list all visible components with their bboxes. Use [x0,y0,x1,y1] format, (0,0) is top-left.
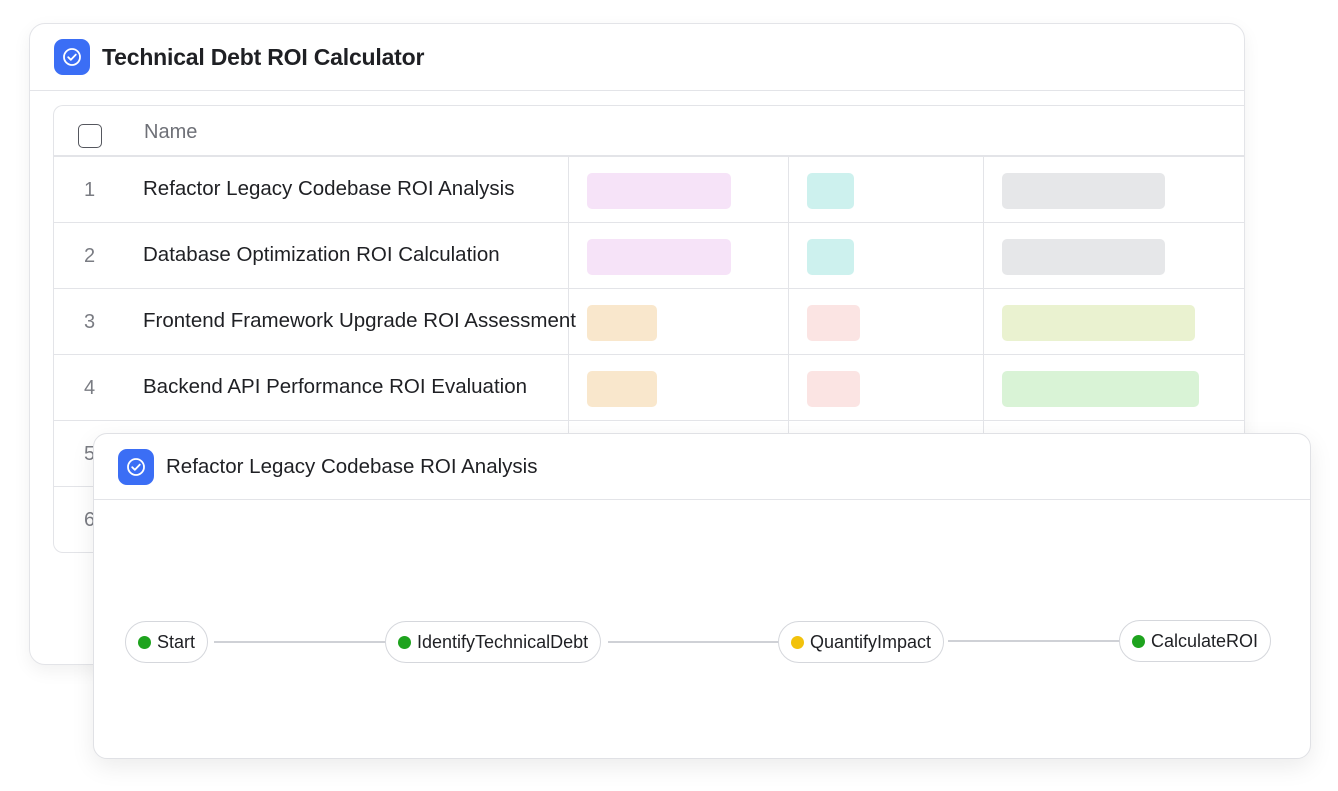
tag-pill[interactable] [587,173,731,209]
row-name[interactable]: Backend API Performance ROI Evaluation [143,375,528,398]
table-row[interactable]: 2 Database Optimization ROI Calculation [54,223,1244,289]
tag-pill[interactable] [587,371,657,407]
row-name[interactable]: Frontend Framework Upgrade ROI Assessmen… [143,309,576,332]
tag-pill[interactable] [1002,371,1199,407]
tag-pill[interactable] [807,305,860,341]
row-name[interactable]: Database Optimization ROI Calculation [143,243,500,266]
page-title: Technical Debt ROI Calculator [102,43,425,70]
table-row[interactable]: 1 Refactor Legacy Codebase ROI Analysis [54,157,1244,223]
workflow-node-quantify[interactable]: QuantifyImpact [778,621,945,663]
column-header-name[interactable]: Name [144,121,198,143]
table-row[interactable]: 4 Backend API Performance ROI Evaluation [54,355,1244,421]
row-number: 2 [84,245,96,267]
tag-pill[interactable] [1002,305,1195,341]
tag-pill[interactable] [807,371,860,407]
node-label: CalculateROI [1151,630,1259,651]
node-label: Start [157,631,196,652]
table-header: Name [54,106,1244,157]
check-circle-icon [54,39,90,75]
status-dot [138,635,151,649]
select-all-checkbox[interactable] [78,124,102,148]
tag-pill[interactable] [1002,239,1165,275]
status-dot [791,635,804,649]
tag-pill[interactable] [587,305,657,341]
node-label: QuantifyImpact [810,631,932,652]
workflow-graph: Start IdentifyTechnicalDebt QuantifyImpa… [94,500,1310,758]
table-row[interactable]: 6 [54,487,1244,552]
tag-pill[interactable] [1002,173,1165,209]
workflow-node-start[interactable]: Start [125,621,209,663]
workflow-node-calculate[interactable]: CalculateROI [1119,620,1272,662]
row-name[interactable]: Refactor Legacy Codebase ROI Analysis [143,177,515,200]
workflow-edge [214,641,386,643]
window-header: Technical Debt ROI Calculator [30,24,1244,91]
node-label: IdentifyTechnicalDebt [417,631,589,652]
row-number: 6 [84,509,96,531]
row-number: 3 [84,311,96,333]
panel-header: Refactor Legacy Codebase ROI Analysis [94,434,1310,500]
panel-title: Refactor Legacy Codebase ROI Analysis [166,454,538,478]
row-number: 5 [84,443,96,465]
status-dot [1132,634,1145,648]
check-circle-icon [118,448,154,485]
tag-pill[interactable] [807,173,854,209]
row-number: 1 [84,179,96,201]
tag-pill[interactable] [587,239,731,275]
workflow-edge [608,641,780,643]
workflow-edge [948,640,1121,642]
status-dot [398,635,411,649]
workflow-detail-panel: Refactor Legacy Codebase ROI Analysis St… [93,433,1311,759]
tag-pill[interactable] [807,239,854,275]
table-row[interactable]: 3 Frontend Framework Upgrade ROI Assessm… [54,289,1244,355]
workflow-node-identify[interactable]: IdentifyTechnicalDebt [385,621,602,663]
row-number: 4 [84,377,96,399]
